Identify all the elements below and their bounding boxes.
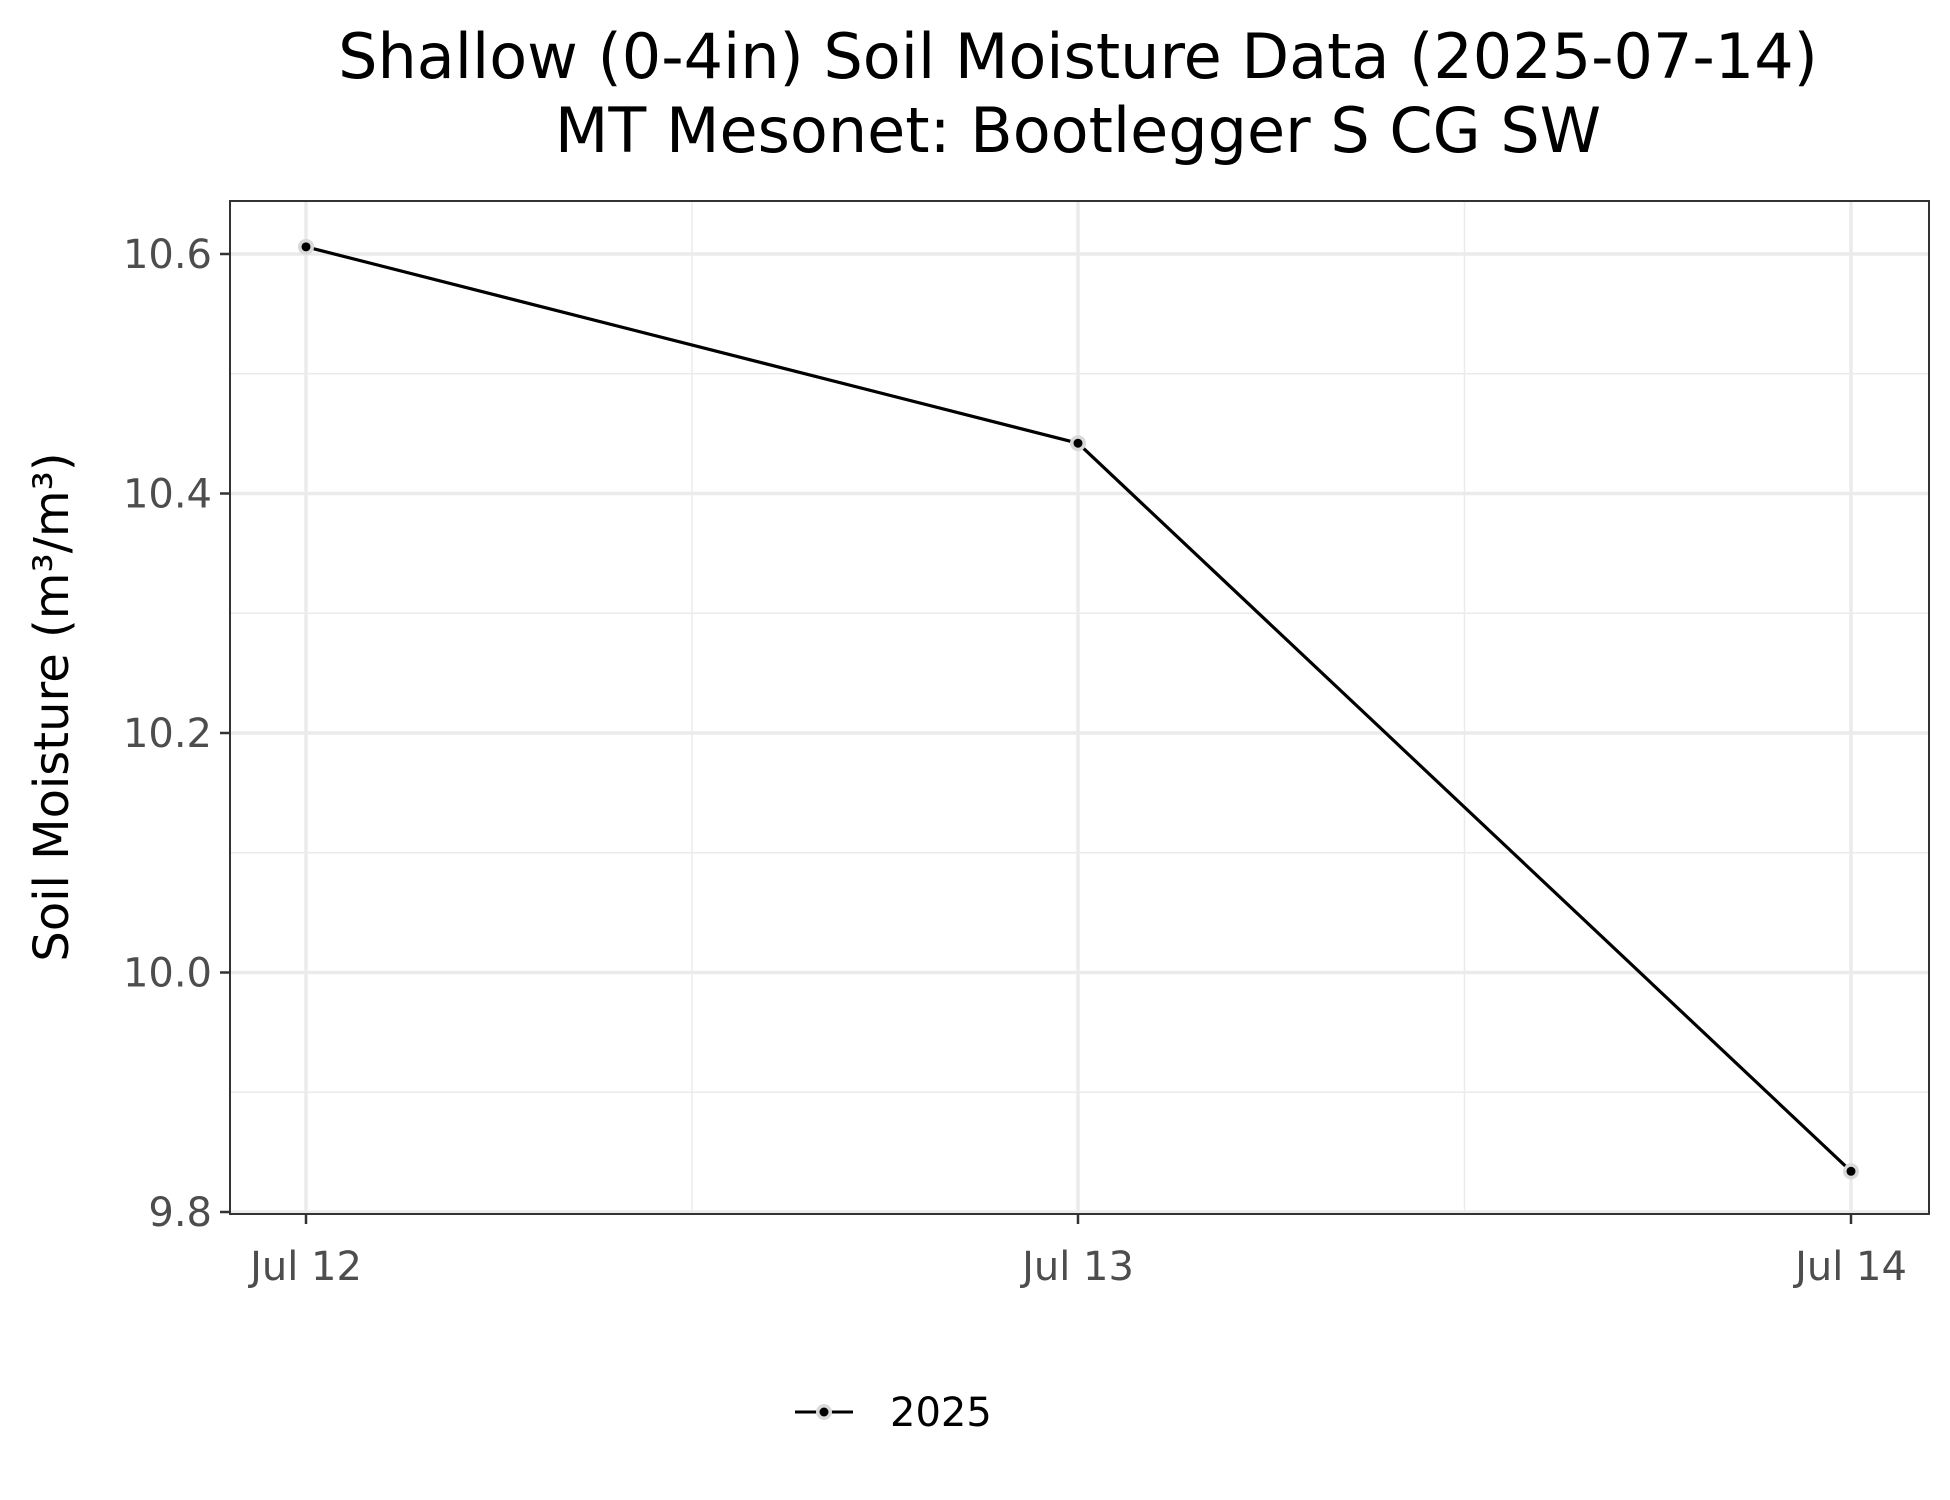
series-layer <box>298 238 1859 1180</box>
x-tick-label: Jul 12 <box>247 1244 362 1290</box>
y-tick-label: 10.2 <box>123 711 212 757</box>
chart-subtitle: MT Mesonet: Bootlegger S CG SW <box>555 94 1601 167</box>
y-tick-label: 10.6 <box>123 232 212 278</box>
x-tick-label: Jul 13 <box>1019 1244 1134 1290</box>
y-tick-label: 10.4 <box>123 472 212 518</box>
y-axis: 9.8 10.0 10.2 10.4 10.6 <box>123 232 230 1236</box>
x-tick-label: Jul 14 <box>1792 1244 1907 1290</box>
legend: 2025 <box>795 1390 992 1436</box>
data-point <box>1846 1166 1856 1176</box>
y-tick-label: 10.0 <box>123 951 212 997</box>
chart-title: Shallow (0-4in) Soil Moisture Data (2025… <box>338 20 1818 93</box>
legend-key-point <box>819 1407 829 1417</box>
legend-label: 2025 <box>890 1390 992 1436</box>
data-point <box>1073 438 1083 448</box>
plot-panel-border <box>229 200 1930 1215</box>
major-gridlines <box>230 201 1929 1214</box>
x-axis: Jul 12 Jul 13 Jul 14 <box>247 1214 1907 1290</box>
y-tick-label: 9.8 <box>148 1190 212 1236</box>
y-axis-title: Soil Moisture (m³/m³) <box>24 452 80 961</box>
data-point <box>301 242 311 252</box>
